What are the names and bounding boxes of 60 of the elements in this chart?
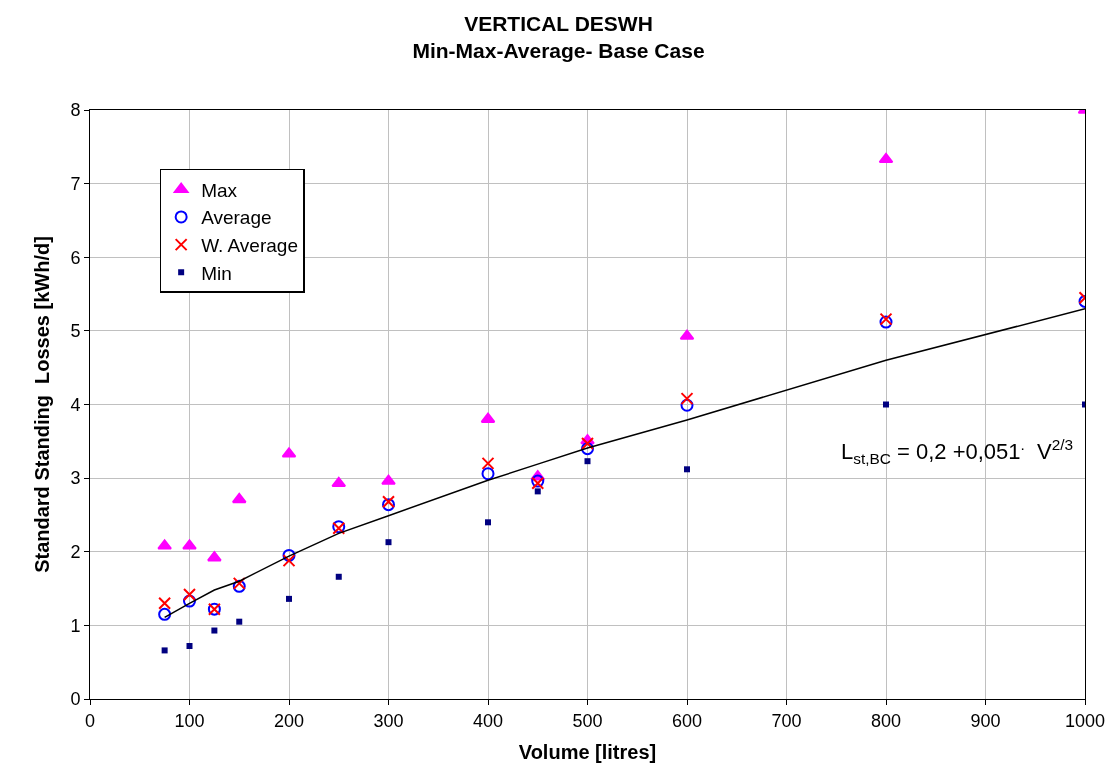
point — [534, 488, 541, 495]
x-tick-label: 1000 — [1064, 710, 1106, 731]
y-tick-label: 5 — [70, 321, 81, 342]
legend-label: Min — [201, 262, 232, 284]
point — [231, 492, 247, 504]
point — [158, 607, 172, 621]
point — [485, 519, 491, 526]
point — [584, 458, 591, 465]
point — [161, 647, 168, 654]
point — [883, 401, 889, 408]
x-tick-label: 600 — [671, 710, 703, 731]
x-tick-label: 400 — [472, 710, 504, 731]
point — [207, 551, 222, 562]
point — [282, 548, 296, 562]
annotation: L$_{st,BC}$ = 0,2 +0,051$^{.}$ V$^{2/3}$ — [841, 436, 1074, 467]
x-tick-label: 800 — [870, 710, 902, 731]
point — [381, 474, 396, 485]
point — [183, 594, 196, 608]
x-tick-label: 200 — [273, 710, 305, 731]
x-axis-title: Volume [litres] — [518, 741, 657, 764]
legend-label: Max — [201, 179, 238, 201]
y-axis-title: Standard Standing Losses [kWh/d] — [30, 236, 53, 573]
point — [157, 539, 172, 550]
y-tick-label: 7 — [70, 173, 81, 194]
point — [286, 595, 292, 602]
legend-label: Average — [201, 207, 272, 229]
point — [158, 596, 172, 610]
point — [385, 539, 392, 546]
point — [878, 152, 894, 164]
x-tick-label: 700 — [771, 710, 802, 731]
point — [680, 392, 694, 406]
point — [335, 573, 342, 580]
y-tick-label: 1 — [70, 615, 81, 636]
x-tick-label: 900 — [970, 710, 1001, 731]
y-tick-label: 3 — [70, 468, 81, 489]
legend-label: W. Average — [201, 235, 298, 257]
x-tick-label: 0 — [84, 710, 96, 731]
point — [211, 627, 218, 634]
point — [186, 642, 193, 649]
point — [680, 398, 694, 412]
point — [684, 466, 690, 473]
x-tick-label: 300 — [373, 710, 404, 731]
y-tick-label: 4 — [70, 394, 81, 415]
point — [182, 539, 197, 550]
point — [481, 456, 495, 470]
point — [183, 587, 196, 601]
point — [581, 437, 594, 451]
point — [331, 476, 347, 488]
chart-subtitle: Min-Max-Average- Base Case — [412, 39, 705, 63]
point — [581, 442, 594, 456]
point — [481, 467, 495, 481]
y-tick-label: 6 — [70, 247, 81, 268]
point — [282, 554, 296, 568]
y-tick-label: 8 — [70, 100, 81, 121]
y-tick-label: 2 — [70, 542, 81, 563]
y-tick-label: 0 — [70, 689, 81, 710]
chart-title: VERTICAL DESWH — [464, 12, 653, 36]
x-tick-label: 100 — [174, 710, 205, 731]
point — [236, 618, 243, 625]
x-tick-label: 500 — [572, 710, 603, 731]
